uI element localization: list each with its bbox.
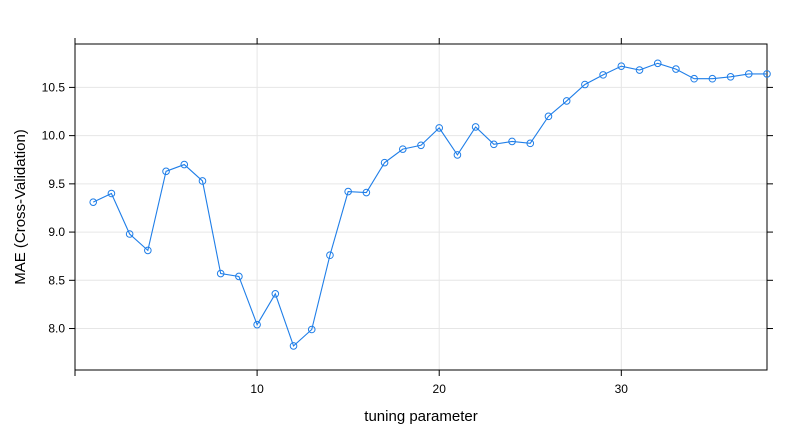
- data-point: [198, 177, 207, 185]
- data-point: [344, 187, 352, 196]
- data-point: [544, 112, 553, 121]
- data-point: [672, 65, 680, 73]
- data-point: [635, 66, 644, 74]
- data-point: [162, 167, 170, 176]
- y-tick-label: 9.0: [48, 225, 65, 239]
- data-point: [617, 62, 626, 70]
- data-point: [235, 272, 243, 281]
- y-tick-label: 9.5: [48, 177, 65, 191]
- data-point: [271, 290, 280, 298]
- data-point: [726, 72, 735, 81]
- data-point: [708, 74, 717, 83]
- axes: 10 20 30 8.0 8.5 9.0 9.5 10.0 10.5: [42, 38, 773, 396]
- x-axis-title: tuning parameter: [364, 408, 477, 425]
- data-point: [471, 123, 480, 131]
- grid: [75, 44, 767, 370]
- data-point: [125, 230, 134, 238]
- x-tick-label: 30: [615, 382, 629, 396]
- data-point: [107, 189, 116, 198]
- data-point: [599, 71, 607, 79]
- data-point: [581, 80, 589, 89]
- data-point: [326, 251, 334, 260]
- y-tick-label: 8.5: [48, 273, 65, 287]
- data-point: [744, 70, 753, 78]
- x-tick-label: 10: [250, 382, 264, 396]
- data-point: [653, 59, 662, 68]
- data-point: [253, 320, 261, 329]
- data-point: [398, 145, 407, 153]
- data-point: [289, 342, 298, 350]
- y-tick-label: 10.5: [42, 80, 66, 94]
- data-point: [216, 269, 225, 278]
- y-tick-label: 8.0: [48, 322, 65, 336]
- data-point: [690, 74, 698, 83]
- series-line: [92, 62, 767, 347]
- data-point: [562, 97, 571, 105]
- data-point: [89, 198, 98, 206]
- data-point: [490, 140, 498, 149]
- data-point: [380, 158, 389, 167]
- x-tick-label: 20: [433, 382, 447, 396]
- y-tick-label: 10.0: [42, 129, 66, 143]
- data-point: [763, 70, 771, 78]
- data-point: [417, 141, 425, 150]
- data-point: [307, 325, 316, 334]
- data-point: [362, 188, 371, 197]
- data-point: [526, 139, 535, 148]
- data-point: [453, 151, 462, 159]
- data-point: [508, 137, 516, 146]
- plot-frame: [74, 43, 768, 371]
- series-mae: [89, 59, 771, 350]
- data-point: [435, 124, 444, 132]
- y-axis-title: MAE (Cross-Validation): [12, 129, 29, 285]
- data-point: [180, 160, 189, 169]
- data-point: [144, 246, 152, 255]
